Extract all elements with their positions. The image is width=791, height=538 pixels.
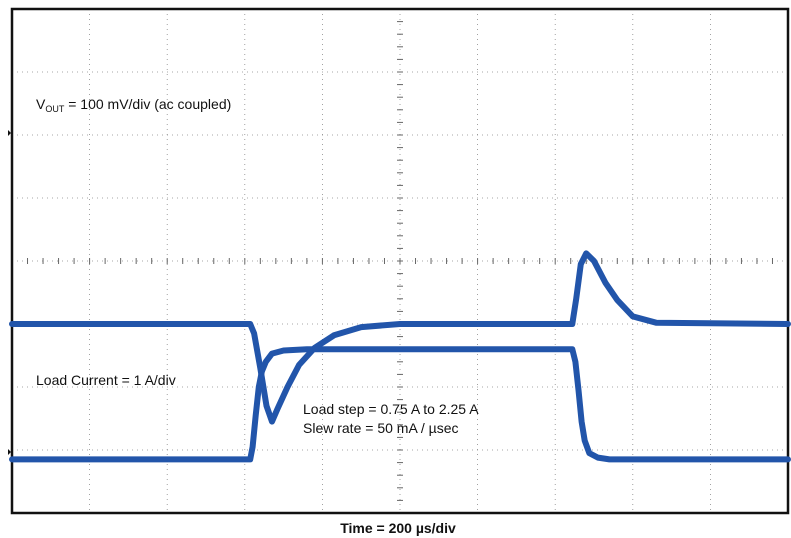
vout-trace — [9, 250, 791, 425]
slew-rate-annotation: Slew rate = 50 mA / µsec — [303, 420, 459, 436]
load-step-annotation: Load step = 0.75 A to 2.25 A — [303, 401, 479, 417]
vout-label-main: V — [36, 96, 46, 112]
plot-frame — [10, 7, 790, 515]
vout-label-sub: OUT — [45, 104, 65, 114]
vout-label: VOUT = 100 mV/div (ac coupled) — [36, 96, 231, 114]
grid — [12, 9, 788, 513]
ch2-marker — [8, 449, 11, 455]
traces — [9, 250, 791, 463]
load-current-trace — [9, 346, 791, 463]
vout-label-rest: = 100 mV/div (ac coupled) — [64, 96, 231, 112]
x-axis-label: Time = 200 µs/div — [340, 520, 456, 536]
load-current-label: Load Current = 1 A/div — [36, 372, 176, 388]
ch1-marker — [8, 130, 11, 136]
